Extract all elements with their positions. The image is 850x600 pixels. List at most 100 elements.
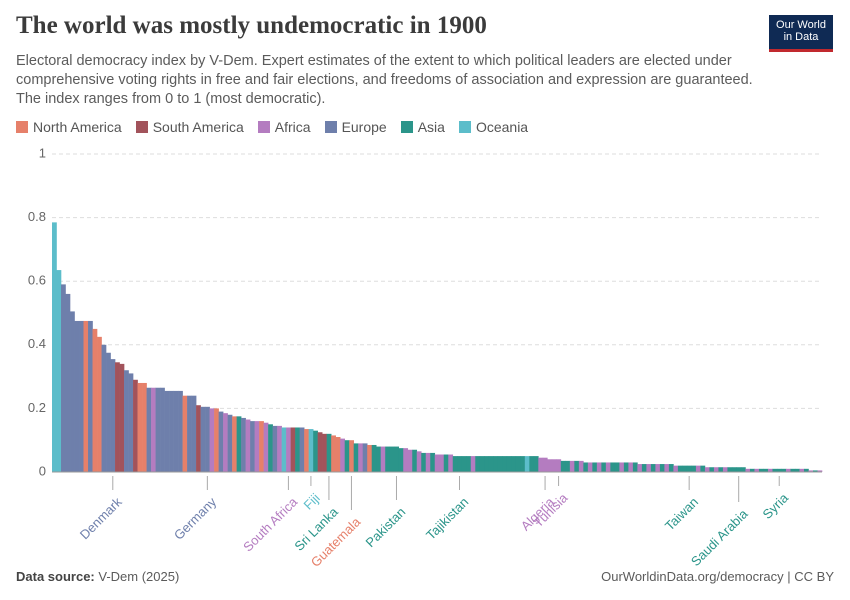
bar [443,454,449,472]
bar [682,465,688,472]
bar [560,460,566,472]
bar [52,222,57,472]
bar [151,387,156,472]
bar [200,406,206,472]
bar [290,427,296,472]
bar [592,462,598,472]
bar [731,467,737,472]
bar [736,467,742,472]
bar [817,470,823,472]
bar [596,462,602,472]
x-tick-label: Denmark [77,494,125,542]
legend-swatch [324,121,337,133]
bar [344,440,350,472]
bar [758,468,764,472]
bar [335,437,341,472]
bar [632,462,638,472]
bar [74,320,80,472]
bar [623,462,629,472]
legend-item[interactable]: North America [16,119,122,135]
bar [722,467,728,472]
bar [250,421,255,472]
logo-text: in Data [783,31,819,43]
bar [493,456,499,472]
legend-swatch [135,121,148,133]
bar [322,433,327,472]
bar [389,446,395,472]
bar [412,449,418,472]
bar [470,456,476,472]
bar [448,454,454,472]
bar [97,336,102,472]
legend-item[interactable]: Europe [324,119,387,135]
bar [106,352,111,472]
bar [218,411,224,472]
bar [709,467,715,472]
bar [191,395,197,472]
bar [367,444,373,472]
bar [326,433,332,472]
bar [619,462,625,472]
footer-credit[interactable]: OurWorldinData.org/democracy | CC BY [601,569,834,584]
bar [799,468,805,472]
bar [299,427,305,472]
x-tick-label: South Africa [240,494,301,555]
bar [677,465,683,472]
bar [542,457,548,472]
bar [749,468,755,472]
bar [380,446,386,472]
bar [223,413,228,472]
bar [502,456,508,472]
source-label: Data source: [16,569,95,584]
bar [205,406,210,472]
chart-subtitle: Electoral democracy index by V-Dem. Expe… [16,53,753,107]
bar [164,390,170,472]
bar [614,462,620,472]
bar [416,451,422,472]
bar [776,468,782,472]
bar [317,432,323,472]
bar [110,359,116,472]
bar [695,465,701,472]
bar [812,470,818,472]
bar [178,390,183,472]
bar [587,462,593,472]
bar [767,468,773,472]
bar [740,467,746,472]
y-tick-label: 1 [39,145,46,160]
bar [263,422,269,472]
bar [430,452,436,472]
legend-item[interactable]: Africa [257,119,311,135]
legend-swatch [257,121,270,133]
bar [286,427,291,472]
bar [466,456,472,472]
bar [295,427,300,472]
bar [520,456,526,472]
bar [137,382,143,472]
bar [83,320,89,472]
bar [115,362,120,472]
bar [452,456,458,472]
bar [583,462,589,472]
bar [160,387,165,472]
logo[interactable]: Our World in Data [769,15,833,52]
bar [236,416,242,472]
legend-item[interactable]: Oceania [458,119,528,135]
x-tick-label: Germany [171,494,220,543]
bar [196,405,201,472]
bar [376,446,382,472]
bar [155,387,161,472]
legend-item[interactable]: Asia [400,119,445,135]
bar [70,311,75,472]
bar [704,467,710,472]
bar [214,408,219,472]
bar [268,424,273,472]
bar [700,465,706,472]
bar [529,456,535,472]
legend-item[interactable]: South America [135,119,244,135]
bar [790,468,796,472]
x-tick-label: Taiwan [662,494,701,533]
bar [304,429,309,472]
bar [479,456,485,472]
bar [794,468,800,472]
